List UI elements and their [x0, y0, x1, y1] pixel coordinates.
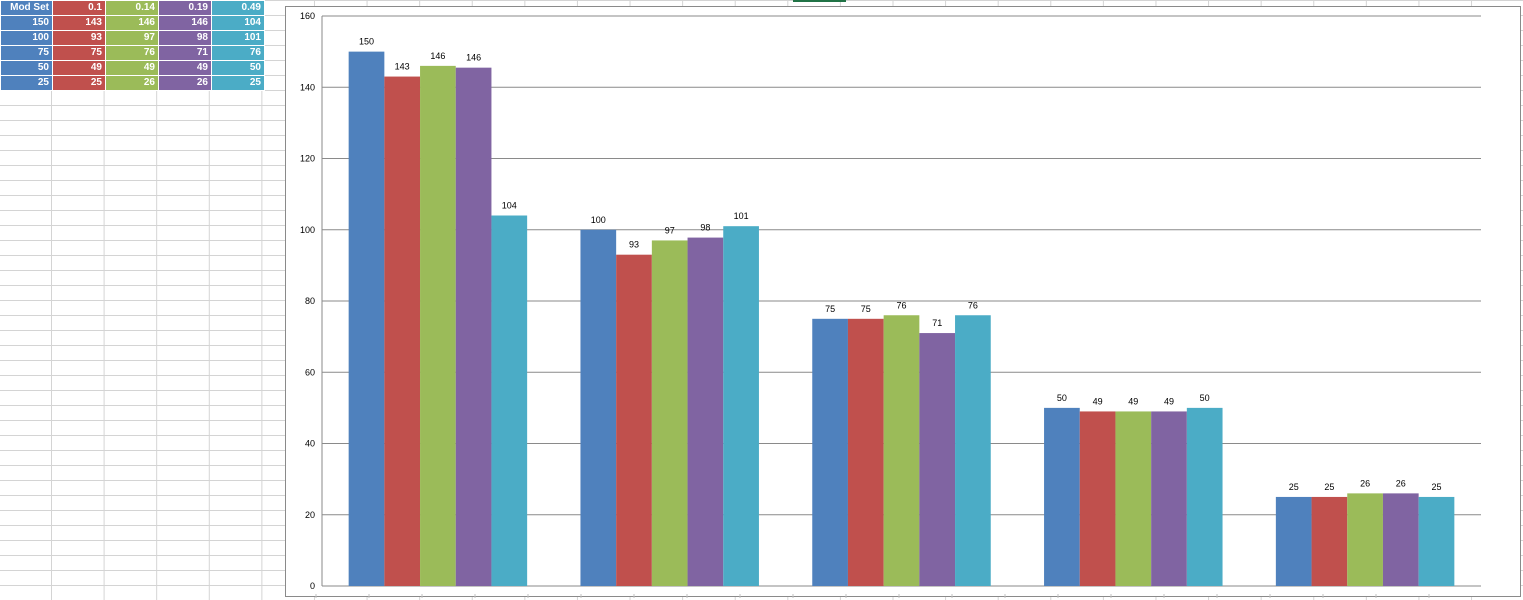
table-header-row: Mod Set 0.1 0.14 0.19 0.49 — [0, 0, 265, 16]
table-cell[interactable]: 50 — [211, 60, 265, 76]
bar — [1044, 407, 1080, 586]
table-cell[interactable]: 26 — [158, 75, 212, 91]
table-header-cell[interactable]: 0.49 — [211, 0, 265, 16]
data-label: 146 — [430, 51, 445, 61]
data-label: 143 — [395, 62, 410, 72]
data-label: 75 — [825, 304, 835, 314]
table-header-cell[interactable]: 0.1 — [52, 0, 106, 16]
chart-area[interactable]: 0 20 40 60 80 100 120 140 160 150 143 146 146 104 100 9… — [285, 6, 1522, 598]
data-label: 71 — [932, 318, 942, 328]
data-table: Mod Set 0.1 0.14 0.19 0.49 150 143 146 1… — [0, 0, 265, 91]
data-label: 76 — [896, 300, 906, 310]
data-label: 50 — [1057, 393, 1067, 403]
y-tick-label: 120 — [300, 154, 315, 164]
y-tick-label: 40 — [305, 439, 315, 449]
data-label: 104 — [502, 201, 517, 211]
y-tick-label: 140 — [300, 82, 315, 92]
table-cell[interactable]: 93 — [52, 30, 106, 46]
bar — [1115, 411, 1152, 586]
bar — [420, 65, 456, 586]
y-tick-label: 0 — [310, 581, 315, 591]
data-label: 100 — [591, 215, 606, 225]
bar — [1275, 496, 1312, 586]
bar — [812, 318, 848, 586]
table-cell[interactable]: 146 — [158, 15, 212, 31]
table-cell[interactable]: 76 — [105, 45, 159, 61]
bar — [384, 76, 421, 586]
table-cell[interactable]: 25 — [0, 75, 53, 91]
table-cell[interactable]: 143 — [52, 15, 106, 31]
bar — [491, 215, 528, 586]
table-row: 50 49 49 49 50 — [0, 60, 265, 76]
table-cell[interactable]: 26 — [105, 75, 159, 91]
data-label: 49 — [1128, 396, 1138, 406]
y-tick-label: 80 — [305, 296, 315, 306]
table-cell[interactable]: 146 — [105, 15, 159, 31]
data-label: 101 — [734, 211, 749, 221]
bar-chart[interactable]: 0 20 40 60 80 100 120 140 160 150 143 146 146 104 100 9… — [286, 7, 1522, 598]
data-label: 49 — [1164, 396, 1174, 406]
bar — [616, 254, 652, 586]
data-label: 76 — [968, 300, 978, 310]
bar — [723, 226, 759, 586]
table-row: 75 75 76 71 76 — [0, 45, 265, 61]
table-row: 25 25 26 26 25 — [0, 75, 265, 91]
table-row: 150 143 146 146 104 — [0, 15, 265, 31]
table-cell[interactable]: 49 — [158, 60, 212, 76]
table-cell[interactable]: 25 — [52, 75, 106, 91]
data-label: 75 — [861, 304, 871, 314]
data-label: 50 — [1200, 393, 1210, 403]
bar — [883, 315, 920, 586]
bar — [1186, 407, 1223, 586]
data-label: 26 — [1360, 478, 1370, 488]
active-column-indicator — [793, 0, 846, 2]
table-cell[interactable]: 75 — [52, 45, 106, 61]
data-label: 97 — [665, 225, 675, 235]
data-label: 25 — [1324, 482, 1334, 492]
data-label: 26 — [1396, 478, 1406, 488]
bar — [580, 229, 617, 586]
bar — [1382, 493, 1419, 586]
table-cell[interactable]: 25 — [211, 75, 265, 91]
table-header-cell[interactable]: 0.14 — [105, 0, 159, 16]
table-cell[interactable]: 76 — [211, 45, 265, 61]
table-cell[interactable]: 50 — [0, 60, 53, 76]
table-row: 100 93 97 98 101 — [0, 30, 265, 46]
table-cell[interactable]: 49 — [105, 60, 159, 76]
table-cell[interactable]: 97 — [105, 30, 159, 46]
table-cell[interactable]: 98 — [158, 30, 212, 46]
bar — [348, 51, 385, 586]
y-tick-label: 20 — [305, 510, 315, 520]
data-label: 93 — [629, 240, 639, 250]
bar — [455, 67, 492, 586]
bar — [1418, 496, 1455, 586]
data-label: 49 — [1093, 396, 1103, 406]
bar — [847, 318, 884, 586]
bar — [651, 240, 688, 586]
data-label: 150 — [359, 37, 374, 47]
bar — [1311, 496, 1348, 586]
bar — [1347, 493, 1383, 586]
y-tick-label: 100 — [300, 225, 315, 235]
y-tick-label: 60 — [305, 367, 315, 377]
bar — [1079, 411, 1116, 586]
table-cell[interactable]: 150 — [0, 15, 53, 31]
bar — [1151, 411, 1187, 586]
table-header-cell[interactable]: Mod Set — [0, 0, 53, 16]
table-cell[interactable]: 101 — [211, 30, 265, 46]
data-label: 98 — [700, 223, 710, 233]
bar — [687, 237, 724, 586]
bar — [955, 315, 991, 586]
table-cell[interactable]: 49 — [52, 60, 106, 76]
y-tick-label: 160 — [300, 11, 315, 21]
table-cell[interactable]: 100 — [0, 30, 53, 46]
table-header-cell[interactable]: 0.19 — [158, 0, 212, 16]
data-label: 25 — [1289, 482, 1299, 492]
data-label: 25 — [1431, 482, 1441, 492]
bar — [919, 333, 956, 586]
table-cell[interactable]: 75 — [0, 45, 53, 61]
table-cell[interactable]: 104 — [211, 15, 265, 31]
data-label: 146 — [466, 53, 481, 63]
table-cell[interactable]: 71 — [158, 45, 212, 61]
